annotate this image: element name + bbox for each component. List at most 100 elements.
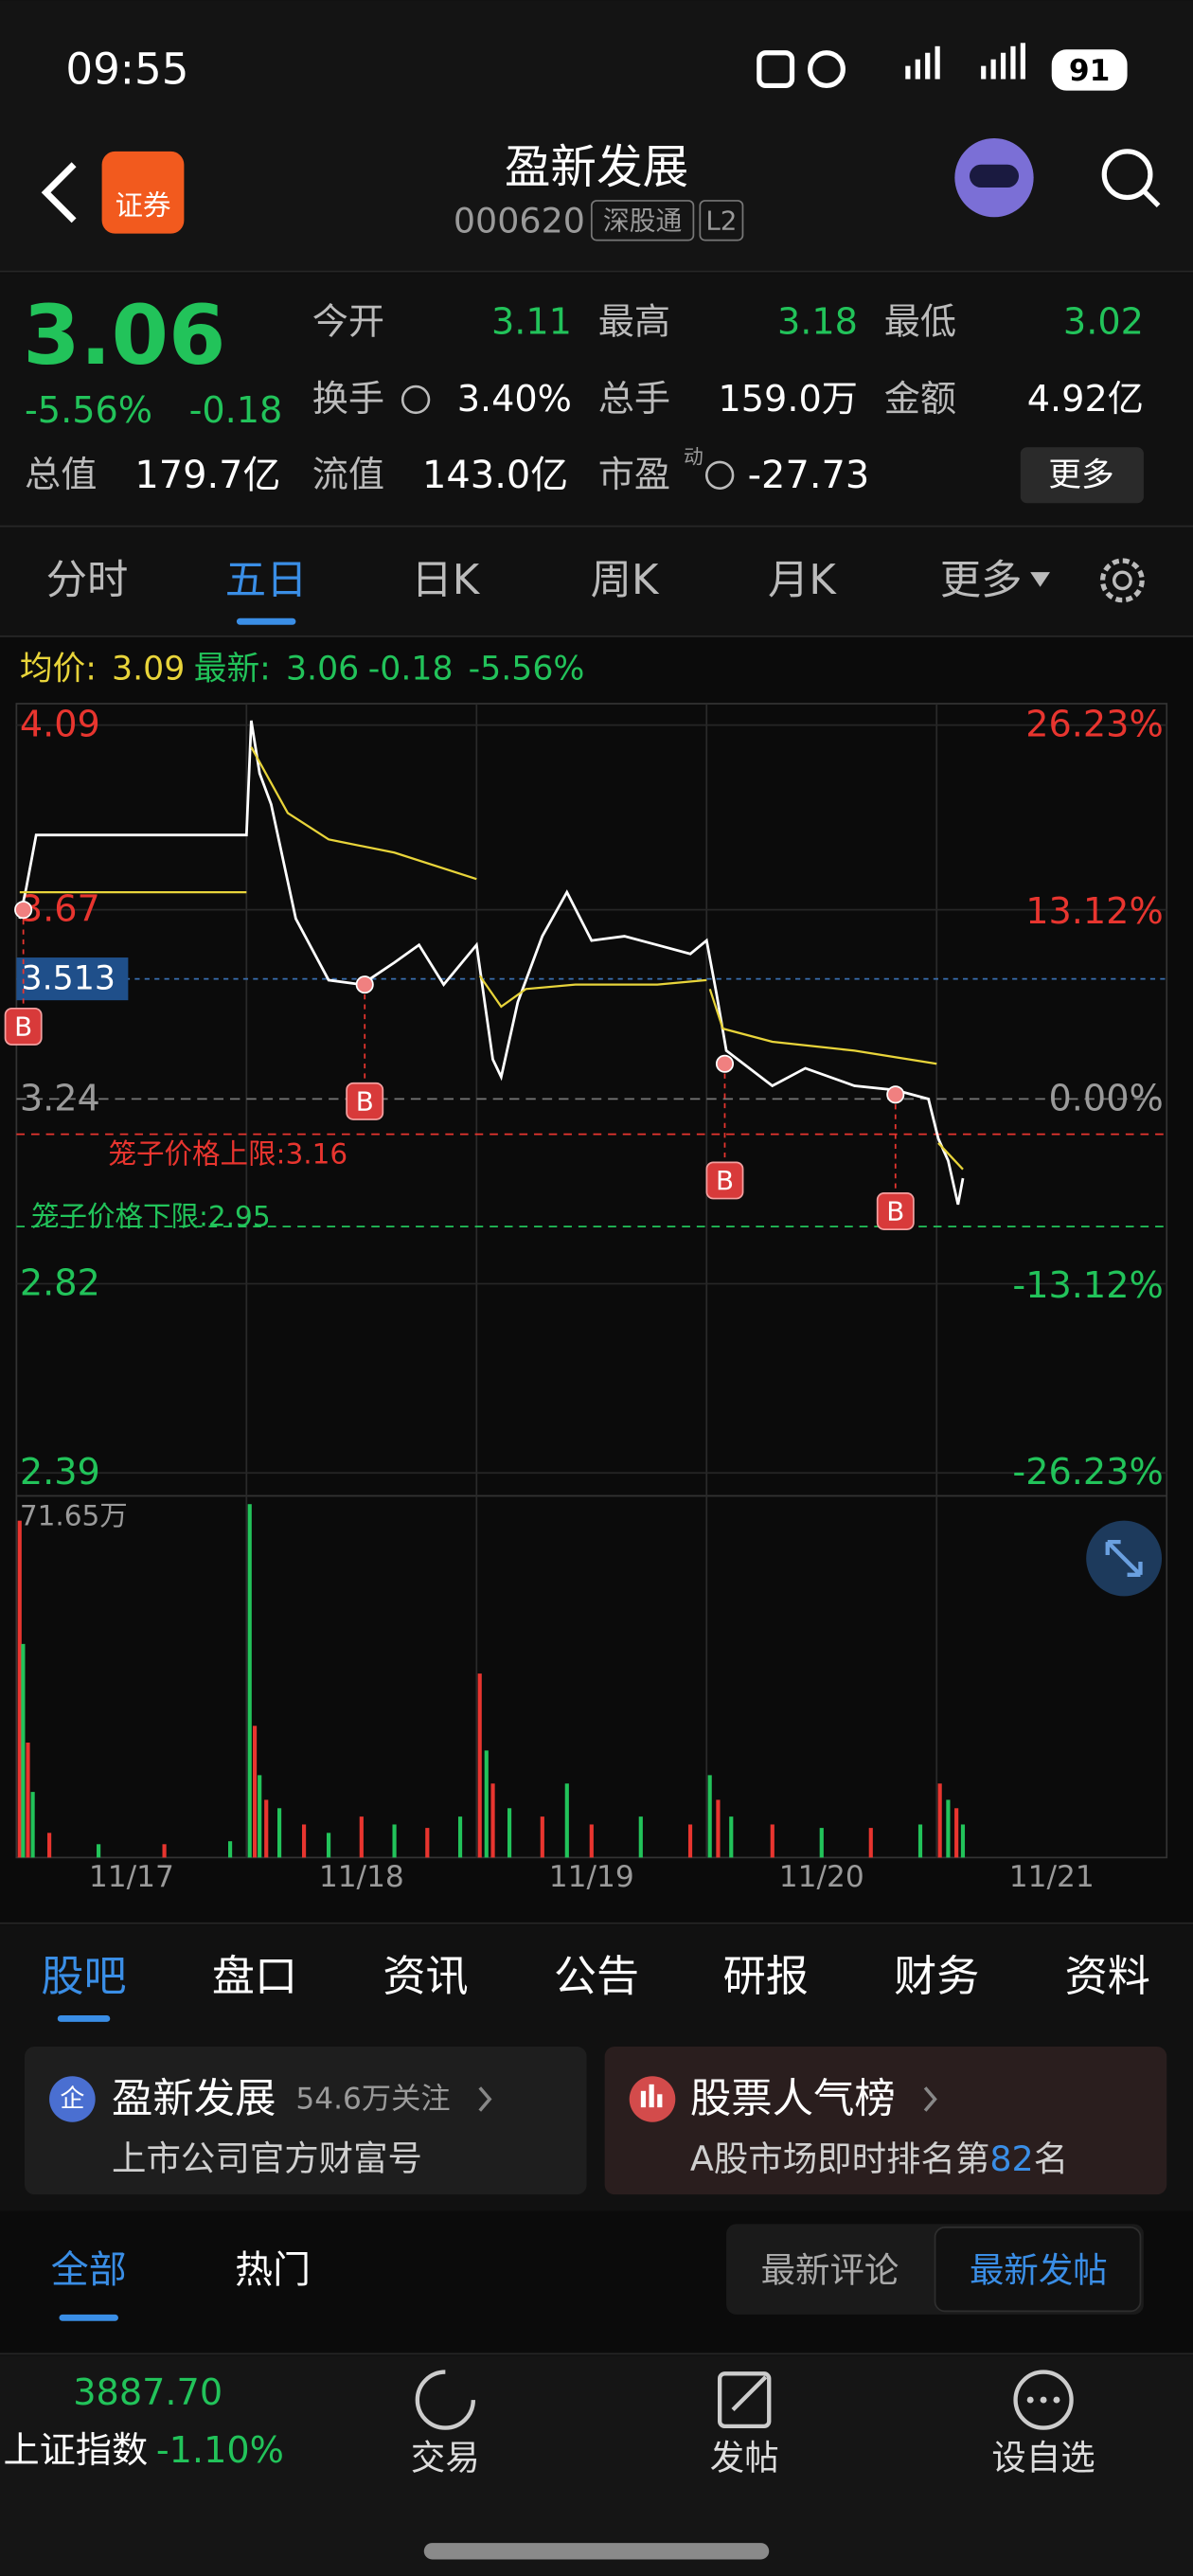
watch-icon	[1013, 2370, 1074, 2430]
card[interactable]	[604, 2046, 1167, 2195]
index-change[interactable]: -1.10%	[156, 2430, 284, 2472]
sub-tab[interactable]: 研报	[723, 1951, 809, 2001]
info-icon[interactable]	[401, 385, 431, 415]
sub-tab[interactable]: 公告	[554, 1951, 639, 2001]
search-icon[interactable]	[1101, 149, 1153, 201]
avg-value: 3.09	[112, 651, 185, 689]
last-change-pct: -5.56%	[469, 651, 585, 689]
trade-mark-label: B	[14, 1011, 32, 1042]
back-button[interactable]	[41, 162, 77, 224]
sort-option[interactable]: 最新评论	[761, 2249, 899, 2290]
stock-title: 盈新发展	[505, 141, 688, 194]
filters: 全部 热门	[51, 2248, 311, 2321]
trade-mark-point	[355, 975, 374, 994]
trade-mark-box	[4, 1007, 43, 1046]
volume-bar	[954, 1808, 959, 1858]
volume-bar	[729, 1816, 734, 1858]
ref-label: 3.513	[22, 960, 116, 998]
battery-level: 91	[1069, 54, 1110, 88]
index-name[interactable]: 上证指数	[3, 2430, 148, 2472]
chart-tab[interactable]: 日K	[411, 557, 480, 604]
status-time: 09:55	[65, 45, 188, 95]
trade-mark-box	[705, 1161, 744, 1200]
x-tick-label: 11/20	[779, 1860, 864, 1894]
expand-icon	[1105, 1539, 1143, 1578]
nav-item[interactable]: 设自选	[991, 2437, 1095, 2478]
trade-mark-point	[14, 901, 33, 920]
sub-tab[interactable]: 资讯	[383, 1951, 468, 2001]
index-value[interactable]: 3887.70	[73, 2372, 223, 2414]
stat-value: 3.02	[1063, 301, 1144, 343]
battery	[1051, 49, 1128, 91]
app-logo-text: 证券	[115, 189, 170, 222]
volume-bar	[707, 1775, 712, 1858]
chart-tab[interactable]: 月K	[768, 557, 837, 604]
info-icon[interactable]	[704, 460, 735, 490]
volume-bar	[276, 1808, 282, 1858]
tab-underline	[236, 617, 296, 625]
chart-tab[interactable]: 更多	[940, 557, 1023, 604]
y-tick-label: 3.67	[20, 889, 100, 931]
assistant-visor	[969, 164, 1020, 188]
tab-underline	[57, 2014, 111, 2022]
stat-value: 4.92亿	[1027, 379, 1144, 420]
stat-label: 市盈	[598, 455, 670, 496]
sub-tabs: 股吧 盘口 资讯 公告 研报 财务 资料	[41, 1951, 1150, 2022]
trade-mark-label: B	[716, 1165, 734, 1196]
dropdown-arrow	[1030, 572, 1051, 587]
last-value: 3.06	[286, 651, 359, 689]
chevron	[478, 2086, 492, 2112]
tag-box	[699, 200, 744, 242]
volume-bar	[425, 1828, 430, 1858]
more-button[interactable]	[1020, 447, 1144, 504]
last-change: -0.18	[368, 651, 454, 689]
ref-label-box	[16, 957, 129, 1001]
dot	[1040, 2396, 1047, 2404]
volume-bar	[960, 1824, 966, 1858]
sub-tab[interactable]: 财务	[894, 1951, 979, 2001]
card-icon-bar	[649, 2084, 654, 2108]
volume-bar	[17, 1520, 22, 1858]
card[interactable]	[25, 2046, 587, 2195]
filter-tab[interactable]: 全部	[51, 2248, 127, 2292]
search-handle	[1142, 188, 1161, 207]
x-tick-label: 11/21	[1009, 1860, 1095, 1894]
chart-tab[interactable]: 分时	[46, 557, 129, 604]
chart-tab[interactable]: 周K	[591, 557, 660, 604]
stock-tag: 深股通	[603, 205, 682, 236]
dot	[1053, 2396, 1060, 2404]
chart-tabs: 分时 五日 日K 周K 月K 更多	[46, 557, 1023, 625]
sub-tab[interactable]: 盘口	[212, 1951, 297, 2001]
x-tick-label: 11/17	[89, 1860, 174, 1894]
price-line	[19, 746, 964, 1171]
volume-bar	[490, 1783, 495, 1858]
change: -0.18	[189, 390, 283, 432]
stat-value: 179.7亿	[134, 454, 280, 497]
volume-bar	[326, 1833, 331, 1858]
settings-icon[interactable]	[1099, 558, 1145, 603]
card-icon	[49, 2076, 96, 2122]
bottom-nav: 交易 发帖 设自选	[411, 2437, 1095, 2478]
chart-tab[interactable]: 五日	[225, 557, 308, 604]
y-tick-label: 2.39	[20, 1452, 100, 1494]
volume-bar	[638, 1816, 643, 1858]
more-button-text[interactable]: 更多	[1048, 456, 1113, 494]
sort-option[interactable]: 最新发帖	[970, 2249, 1108, 2290]
chart: 4.09 3.67 3.24 2.82 2.39 26.23% 13.12% 0.00% -13…	[4, 704, 1167, 1894]
filter-tab[interactable]: 热门	[235, 2248, 311, 2292]
volume-bar	[258, 1775, 262, 1858]
stat-label: 今开	[312, 301, 384, 343]
sub-tab[interactable]: 股吧	[41, 1951, 126, 2001]
avg-label: 均价:	[20, 651, 97, 689]
x-tick-label: 11/18	[319, 1860, 404, 1894]
trade-mark-box	[346, 1082, 384, 1120]
stat-value: 143.0亿	[422, 454, 568, 497]
trade-mark-box	[876, 1192, 915, 1230]
card-subtitle: 上市公司官方财富号	[112, 2138, 422, 2178]
sub-tab[interactable]: 资料	[1065, 1951, 1150, 2001]
nav-item[interactable]: 发帖	[710, 2437, 779, 2478]
trade-icon	[415, 2370, 476, 2430]
nav-item[interactable]: 交易	[411, 2437, 480, 2478]
stat-label: 总手	[598, 379, 670, 420]
